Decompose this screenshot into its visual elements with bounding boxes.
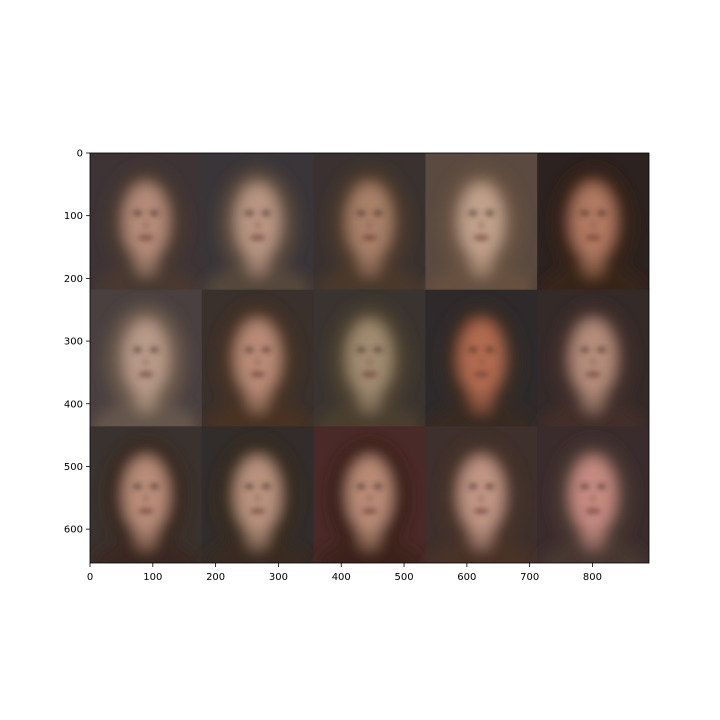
y-tick-label: 300 (64, 337, 83, 348)
face-tile (201, 426, 315, 563)
y-tick-label: 600 (64, 525, 83, 536)
x-tick-label: 200 (206, 572, 225, 583)
x-tick-label: 100 (143, 572, 162, 583)
face-tile (425, 426, 538, 563)
y-tick-label: 100 (64, 211, 83, 222)
image-grid (90, 153, 649, 563)
x-tick-label: 300 (269, 572, 288, 583)
y-tick-label: 500 (64, 462, 83, 473)
face-tile (425, 289, 538, 457)
x-tick-label: 500 (394, 572, 413, 583)
axes-frame (89, 152, 650, 564)
x-axis: 0 100 200 300 400 500 600 700 800 (87, 563, 602, 583)
face-tile (313, 426, 426, 563)
face-tile (90, 426, 203, 563)
face-tile (537, 426, 649, 563)
y-axis: 0 100 200 300 400 500 600 (64, 149, 90, 536)
y-tick-label: 400 (64, 399, 83, 410)
x-tick-label: 700 (520, 572, 539, 583)
x-tick-label: 400 (332, 572, 351, 583)
face-tile (201, 153, 315, 320)
x-tick-label: 800 (583, 572, 602, 583)
x-tick-label: 600 (457, 572, 476, 583)
y-tick-label: 0 (77, 149, 83, 160)
y-tick-label: 200 (64, 274, 83, 285)
x-tick-label: 0 (87, 572, 93, 583)
